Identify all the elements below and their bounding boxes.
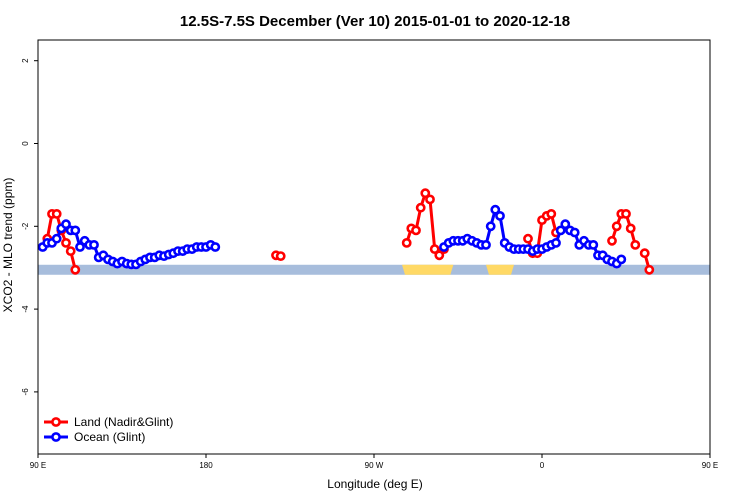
legend-ocean-marker [51,432,61,442]
chart-title: 12.5S-7.5S December (Ver 10) 2015-01-01 … [180,13,570,30]
series-1-point-1-10 [485,221,496,232]
y-tick-label-4: -6 [21,388,30,396]
series-0-point-3-5 [425,194,435,205]
series-0-point-4-0 [523,233,533,244]
legend-land-label: Land (Nadir&Glint) [74,415,173,429]
series-1-point-1-11 [490,204,501,215]
series-1 [37,204,627,270]
series-0-point-1-1 [70,264,81,275]
series-0-point-5-0 [607,235,617,246]
land-band-1 [486,264,514,275]
series-1-point-1-38 [616,254,627,265]
series-0-point-3-0 [401,237,412,248]
legend-land-marker [51,417,61,427]
series-1-point-0-11 [89,239,99,250]
y-tick-label-3: -4 [21,305,30,313]
legend-ocean-label: Ocean (Glint) [74,430,145,444]
x-tick-label-2: 90 W [365,461,384,470]
series-1-point-0-8 [75,242,85,252]
plot-frame [37,39,711,455]
series-1-point-1-24 [551,237,561,248]
series-0-point-0-4 [61,237,71,248]
series-0-point-3-7 [434,250,445,261]
series-1-point-1-28 [569,227,580,238]
legend: Land (Nadir&Glint) Ocean (Glint) [44,415,173,444]
series-1-point-0-3 [51,233,62,244]
series-0-point-3-6 [429,244,440,254]
series-0-point-3-4 [420,188,431,199]
series-0-point-3-2 [411,225,421,236]
series-1-point-0-5 [61,219,71,230]
series-0-point-5-1 [611,221,622,232]
series-0-point-5-4 [625,223,636,234]
series-1-point-0-37 [210,242,221,252]
series-0-point-1-0 [65,246,76,256]
y-tick-label-2: -2 [21,222,30,230]
x-tick-label-4: 90 E [702,461,718,470]
y-axis-label: XCO2 - MLO trend (ppm) [1,178,15,313]
x-tick-label-0: 90 E [30,461,46,470]
series-0-point-6-0 [639,248,650,259]
series-0-point-3-3 [415,202,426,213]
series-0-point-5-5 [630,239,641,250]
series-0-point-6-1 [644,264,655,275]
series-1-point-1-32 [588,239,599,250]
y-tick-label-0: 2 [21,58,30,63]
series-1-point-1-9 [481,239,491,250]
series-layer [37,188,655,275]
series-0-point-2-1 [275,251,286,261]
x-tick-label-1: 180 [199,461,213,470]
axes: 90 E 180 90 W 0 90 E 2 0 -2 -4 -6 [21,58,718,470]
land-ocean-strip [38,264,710,275]
series-1-point-0-7 [70,225,81,236]
x-tick-label-3: 0 [540,461,545,470]
series-1-point-1-26 [560,219,571,230]
y-tick-label-1: 0 [21,141,30,146]
ocean-band [38,264,710,275]
series-0-point-0-2 [51,208,62,219]
x-axis-label: Longitude (deg E) [327,477,422,491]
series-0-point-4-5 [546,208,557,219]
land-band-0 [402,264,454,275]
series-1-point-1-12 [495,210,505,221]
series-0-point-5-3 [621,208,631,219]
series-1-point-1-25 [555,225,566,236]
